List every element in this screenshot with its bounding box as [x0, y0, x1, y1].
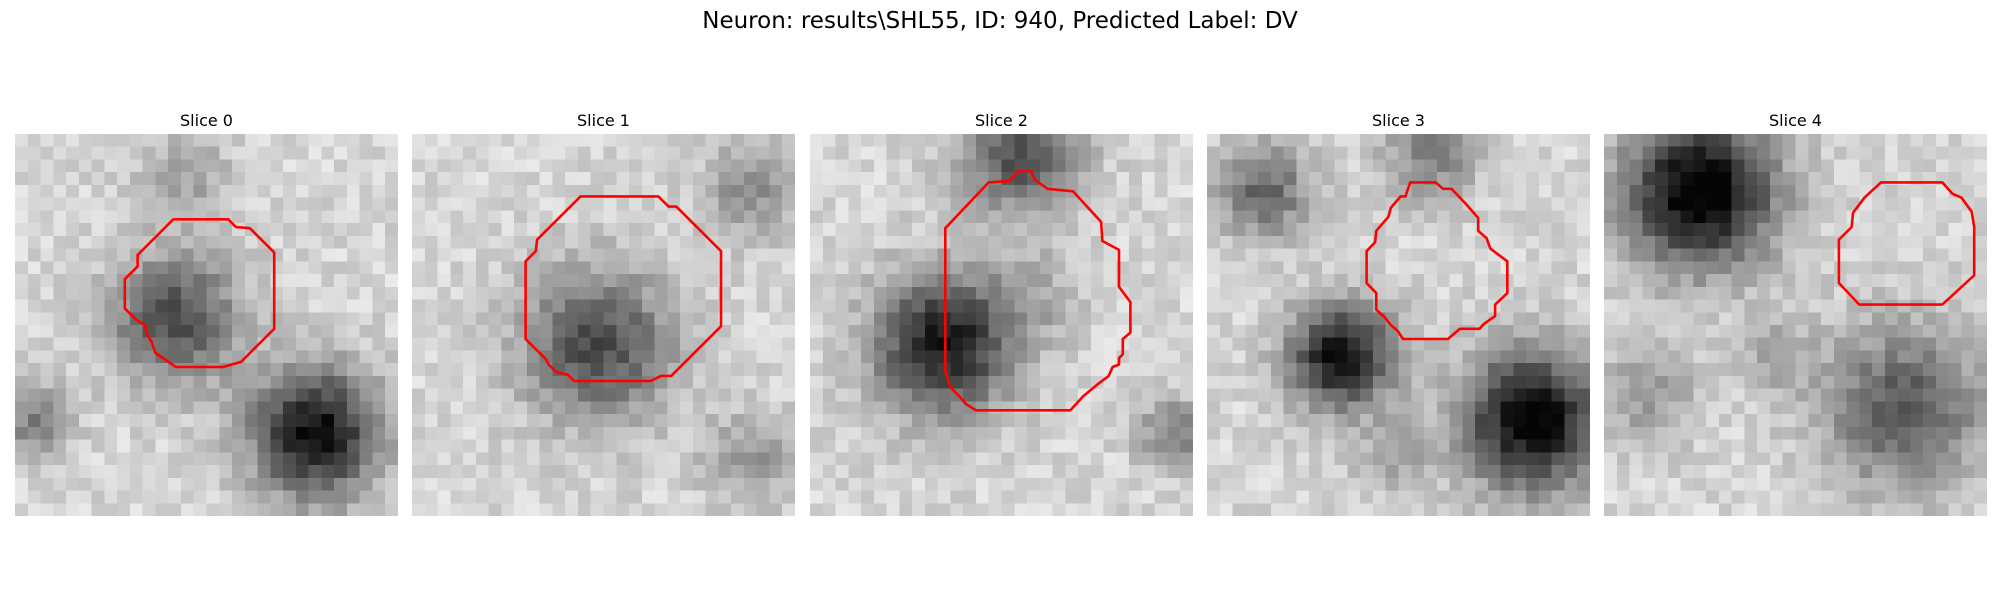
- figure-title: Neuron: results\SHL55, ID: 940, Predicte…: [702, 8, 1298, 34]
- slice-panel-3: Slice 3: [1207, 108, 1590, 516]
- slice-panel-2: Slice 2: [810, 108, 1193, 516]
- slice-image: [15, 134, 398, 516]
- slice-image: [810, 134, 1193, 516]
- slice-title: Slice 4: [1769, 111, 1822, 130]
- roi-outline: [123, 218, 276, 369]
- roi-outline: [1837, 181, 1976, 306]
- slice-image: [1604, 134, 1987, 516]
- slice-panel-4: Slice 4: [1604, 108, 1987, 516]
- slice-image: [1207, 134, 1590, 516]
- slice-panel-1: Slice 1: [412, 108, 795, 516]
- roi-outline: [1365, 181, 1509, 341]
- slice-title: Slice 1: [577, 111, 630, 130]
- roi-outline: [944, 169, 1132, 412]
- slice-title: Slice 3: [1372, 111, 1425, 130]
- slice-title: Slice 2: [975, 111, 1028, 130]
- slice-panel-0: Slice 0: [15, 108, 398, 516]
- slice-title: Slice 0: [180, 111, 233, 130]
- roi-outline: [524, 195, 723, 383]
- slice-image: [412, 134, 795, 516]
